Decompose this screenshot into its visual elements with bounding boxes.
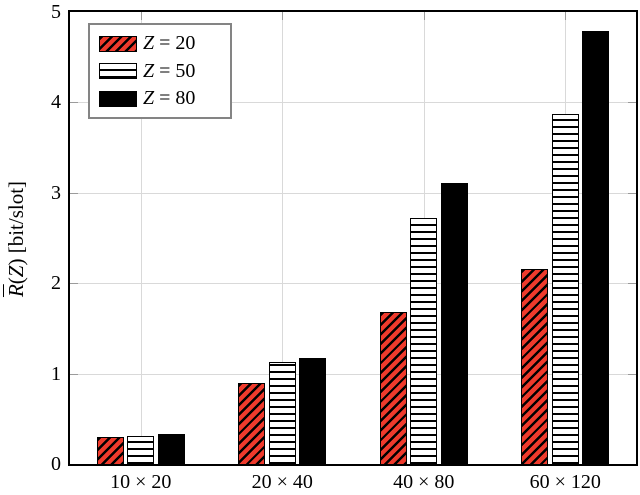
y-axis-label-variable-r: R — [4, 284, 28, 298]
legend-row: Z = 20 — [99, 32, 221, 55]
legend-swatch-red-hatch-icon — [99, 35, 137, 52]
bar-white-hlines — [410, 218, 438, 464]
x-tick-mark — [140, 12, 142, 20]
y-axis-label-paren-open: ( — [4, 277, 28, 285]
legend-row: Z = 50 — [99, 60, 221, 83]
legend-swatch-solid-black-icon — [99, 90, 137, 107]
y-axis-label-units: ) [bit/slot] — [4, 180, 28, 266]
bar-solid-black — [440, 182, 468, 464]
x-tick-label: 40 × 80 — [393, 471, 455, 493]
legend-row: Z = 80 — [99, 87, 221, 110]
y-tick-mark — [628, 102, 636, 104]
x-tick-mark — [282, 12, 284, 20]
bar-white-hlines — [127, 435, 155, 464]
bar-white-hlines — [268, 361, 296, 464]
gridline-horizontal — [70, 283, 636, 285]
legend: Z = 20 Z = 50 Z = 80 — [88, 23, 232, 119]
bar-red-hatch — [379, 312, 407, 464]
y-tick-mark — [70, 373, 78, 375]
x-tick-label: 20 × 40 — [251, 471, 313, 493]
y-tick-mark — [70, 283, 78, 285]
y-tick-mark — [70, 102, 78, 104]
gridline-horizontal — [70, 102, 636, 104]
y-tick-label: 4 — [51, 91, 61, 114]
bar-red-hatch — [521, 268, 549, 464]
y-tick-mark — [628, 283, 636, 285]
bar-red-hatch — [238, 382, 266, 464]
gridline-vertical — [140, 12, 142, 464]
y-tick-label: 5 — [51, 1, 61, 23]
legend-label-value: = 20 — [159, 32, 196, 54]
x-tick-mark — [423, 12, 425, 20]
y-tick-label: 0 — [51, 453, 61, 475]
y-tick-mark — [628, 373, 636, 375]
bar-solid-black — [299, 358, 327, 464]
y-tick-mark — [628, 192, 636, 194]
y-axis-label: R(Z) [bit/slot] — [3, 139, 29, 339]
legend-label-value: = 50 — [159, 59, 196, 82]
x-tick-label: 60 × 120 — [529, 471, 601, 493]
bar-solid-black — [157, 434, 185, 464]
legend-label-variable: Z — [143, 32, 155, 54]
legend-label-variable: Z — [143, 87, 155, 109]
x-tick-mark — [565, 12, 567, 20]
y-tick-label: 1 — [51, 362, 61, 385]
gridline-vertical — [282, 12, 284, 464]
legend-label: Z = 20 — [143, 32, 195, 55]
legend-swatch-white-hlines-icon — [99, 63, 137, 79]
y-tick-label: 3 — [51, 181, 61, 204]
bar-red-hatch — [96, 436, 124, 464]
y-axis-label-variable-z: Z — [4, 265, 28, 278]
y-tick-mark — [70, 192, 78, 194]
bar-white-hlines — [551, 114, 579, 464]
gridline-horizontal — [70, 192, 636, 194]
bar-solid-black — [582, 30, 610, 464]
x-tick-label: 10 × 20 — [110, 471, 172, 493]
legend-label-variable: Z — [143, 59, 155, 82]
legend-label: Z = 50 — [143, 60, 195, 83]
legend-label: Z = 80 — [143, 87, 195, 110]
legend-label-value: = 80 — [159, 87, 196, 109]
y-tick-label: 2 — [51, 272, 61, 295]
gridline-horizontal — [70, 373, 636, 375]
